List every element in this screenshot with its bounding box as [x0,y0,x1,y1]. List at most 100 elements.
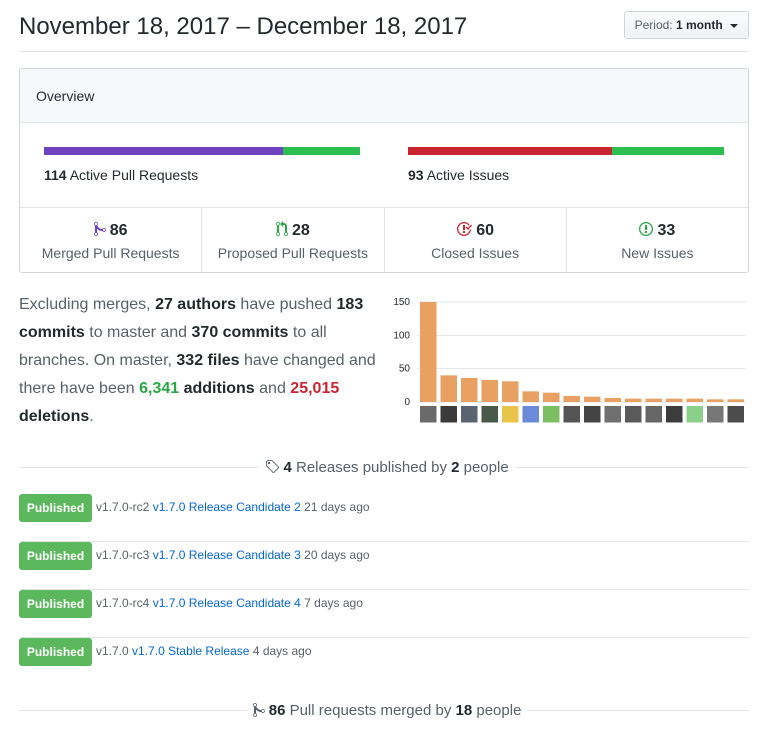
release-link[interactable]: v1.7.0 Release Candidate 4 [152,596,301,610]
contributor-bar[interactable] [666,398,683,402]
contributor-avatar[interactable] [481,406,499,423]
contributor-bar[interactable] [604,398,622,402]
overview-heading: Overview [20,69,748,123]
contributor-avatar[interactable] [563,406,581,423]
contributors-bar-chart: 0 50 100 150 [393,297,746,423]
stat-label: New Issues [621,245,694,261]
release-item: Published v1.7.0 v1.7.0 Stable Release 4… [19,638,749,686]
active-issues-count: 93 [408,167,424,183]
release-link[interactable]: v1.7.0 Release Candidate 2 [152,500,301,514]
merged-text-end: people [472,702,522,719]
summary-text: to master and [84,324,192,341]
tag-icon [266,460,280,474]
merged-pr-icon [252,702,265,717]
release-link[interactable]: v1.7.0 Stable Release [132,644,250,658]
stat-new-issues[interactable]: 33 New Issues [567,208,748,272]
period-value: 1 month [675,18,723,32]
contributor-bar[interactable] [481,380,499,402]
contributor-bar[interactable] [686,398,704,402]
release-item: Published v1.7.0-rc4 v1.7.0 Release Cand… [19,590,749,638]
contributor-avatar[interactable] [645,406,663,423]
contributor-avatar[interactable] [625,406,642,423]
period-dropdown-button[interactable]: Period: 1 month [623,11,749,39]
contributor-avatar[interactable] [666,406,683,423]
pull-requests-progress-bar[interactable] [44,147,360,155]
release-item: Published v1.7.0-rc3 v1.7.0 Release Cand… [19,542,749,590]
merged-count: 86 [268,702,286,719]
y-tick-label: 150 [393,297,410,308]
stat-value: 60 [476,222,495,239]
release-tag: v1.7.0-rc3 [96,548,150,562]
stat-closed-issues[interactable]: 60 Closed Issues [385,208,567,272]
releases-count: 4 [283,459,292,476]
contributor-bar[interactable] [707,399,724,402]
contributor-bar[interactable] [440,375,458,402]
contributor-avatar[interactable] [543,406,560,423]
overview-bars: 114 Active Pull Requests 93 Active Issue… [20,123,748,208]
y-tick-label: 50 [399,364,411,375]
contributor-avatar[interactable] [461,406,478,423]
release-link[interactable]: v1.7.0 Release Candidate 3 [152,548,301,562]
contributor-bar[interactable] [645,398,663,402]
contributor-avatar[interactable] [686,406,704,423]
release-time: 20 days ago [304,548,370,562]
stat-proposed-pull-requests[interactable]: 28 Proposed Pull Requests [202,208,385,272]
contributor-avatar[interactable] [522,406,540,423]
active-issues-caption[interactable]: 93 Active Issues [408,167,509,183]
contributor-avatar[interactable] [707,406,724,423]
contributor-avatar[interactable] [440,406,458,423]
contributor-bar[interactable] [563,396,581,402]
releases-text-end: people [459,459,509,476]
active-issues-label: Active Issues [426,167,510,183]
y-tick-label: 100 [393,330,410,341]
issues-closed-segment [408,147,612,155]
contributor-avatar[interactable] [420,406,437,423]
stat-value: 33 [657,222,676,239]
overview-panel: Overview 114 Active Pull Requests 93 Act… [19,68,749,273]
contributor-bar[interactable] [461,378,478,402]
summary-commits-master: 183 commits [19,296,364,341]
summary-files: 332 files [176,352,240,369]
contributor-bar[interactable] [727,399,745,402]
contributor-avatar[interactable] [727,406,745,423]
contributor-bar[interactable] [502,381,519,402]
page-title: November 18, 2017 – December 18, 2017 [19,13,468,40]
issues-open-segment [611,147,724,155]
summary-additions-word: additions [183,380,255,397]
summary-additions: 6,341 [139,380,180,397]
pr-open-segment [282,147,360,155]
contributor-avatar[interactable] [502,406,519,423]
open-pr-icon [275,221,288,236]
status-badge: Published [19,542,92,570]
stat-merged-pull-requests[interactable]: 86 Merged Pull Requests [20,208,203,272]
status-badge: Published [19,590,92,618]
contributor-avatar[interactable] [584,406,601,423]
release-tag: v1.7.0-rc2 [96,500,150,514]
contributor-bar[interactable] [522,391,540,402]
summary-deletions: 25,015 [290,380,340,397]
release-time: 4 days ago [252,644,312,658]
closed-issue-icon [457,221,473,236]
release-tag: v1.7.0-rc4 [96,596,150,610]
summary-text: to all branches. On master, [19,324,327,369]
releases-summary: 4 Releases published by 2 people [0,459,774,476]
contributor-bar[interactable] [584,396,601,402]
stat-label: Closed Issues [431,245,520,261]
active-pull-requests-label: Active Pull Requests [69,167,199,183]
release-item: Published v1.7.0-rc2 v1.7.0 Release Cand… [19,494,749,542]
status-badge: Published [19,638,92,666]
contributor-bar[interactable] [420,302,437,402]
summary-text: Excluding merges, [19,296,156,313]
contributor-bar[interactable] [625,398,642,402]
releases-text: Releases published by [291,459,452,476]
active-pull-requests-caption[interactable]: 114 Active Pull Requests [44,167,198,183]
summary-text: have changed and there have been [19,352,376,397]
stat-value: 28 [291,222,310,239]
contributor-avatar[interactable] [604,406,622,423]
active-pull-requests-count: 114 [44,167,67,183]
stat-value: 86 [109,222,128,239]
release-tag: v1.7.0 [96,644,129,658]
contributor-bar[interactable] [543,392,560,402]
y-tick-label: 0 [404,397,410,408]
issues-progress-bar[interactable] [408,147,724,155]
